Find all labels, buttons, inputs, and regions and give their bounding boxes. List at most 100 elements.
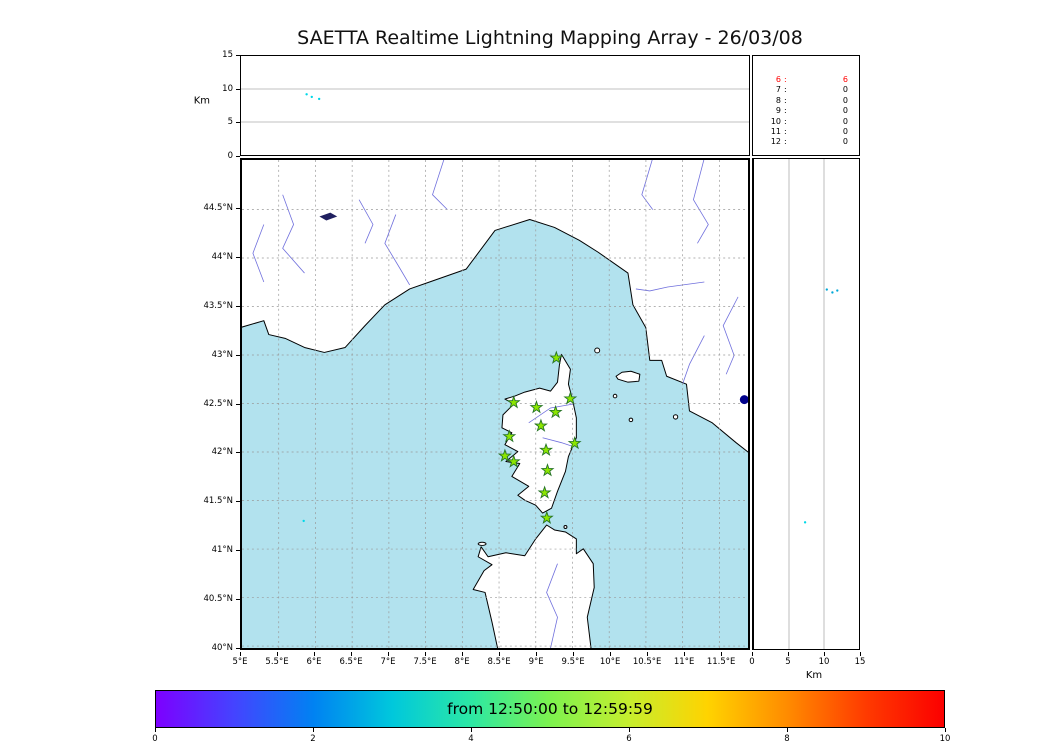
map-gridlines [242,160,748,648]
altitude-longitude-panel [240,55,750,156]
count-level: 6 [775,75,781,84]
tick-mark [824,652,825,656]
count-separator: : [784,137,787,147]
lightning-source [305,93,308,96]
tick-label: 10 [818,657,830,667]
tick-mark [277,652,278,656]
tick-mark [752,652,753,656]
river [693,160,709,244]
count-value: 0 [842,116,848,126]
station-marker [537,485,552,499]
island-maddalena [563,525,568,529]
tick-label: 7°E [380,657,396,667]
tick-mark [240,652,241,656]
station-marker [549,350,564,364]
tick-label: 5 [785,657,791,667]
tick-label: 9.5°E [561,657,585,667]
tick-label: 6°E [306,657,322,667]
tick-label: 43.5°N [203,300,233,311]
tick-mark [155,728,156,732]
colorbar-gradient [156,691,944,727]
figure-title: SAETTA Realtime Lightning Mapping Array … [297,27,803,49]
count-separator: : [784,85,787,95]
station-markers-group [497,350,582,524]
coastline-mainland-france-italy [242,160,748,453]
tick-label: 40.5°N [203,594,233,605]
count-separator: : [784,127,787,137]
count-value: 0 [842,137,848,147]
count-separator: : [784,95,787,105]
count-value: 0 [842,85,848,95]
island-capraia [594,347,601,354]
tick-label: 0 [227,151,233,161]
tick-label: 8.5°E [487,657,511,667]
station-marker [539,510,554,524]
count-separator: : [784,106,787,116]
station-marker [548,404,563,419]
tick-label: 15 [222,50,233,60]
count-level: 7 [775,85,781,95]
island-pianosa [612,393,618,399]
lightning-source [310,95,313,99]
river [682,335,705,385]
lightning-source [302,519,305,523]
tick-label: 42.5°N [203,398,233,409]
tick-label: 11°E [673,657,695,667]
tick-label: 42°N [211,447,233,458]
tick-label: 2 [310,734,316,744]
tick-label: 0 [749,657,755,667]
station-counts-rows: 6:6 7:0 8:0 9:0 10:0 11:0 12:0 [753,75,859,148]
tick-mark [610,652,612,656]
count-row: 6:6 [753,75,859,85]
tick-label: 4 [468,734,474,744]
river [252,224,265,283]
altitude-latitude-panel [752,158,860,650]
altitude-longitude-plot [241,88,749,123]
geographic-map [242,160,748,648]
tick-mark [788,652,789,656]
tick-mark [945,728,946,732]
lightning-source [825,288,828,291]
count-level: 8 [775,95,781,105]
tick-label: 7.5°E [413,657,437,667]
river [635,281,705,292]
tick-label: 41.5°N [203,496,233,507]
map-lightning-sources [302,395,748,523]
river [722,296,739,375]
station-marker [533,418,548,432]
tick-mark [388,652,390,656]
tick-label: 15 [854,657,866,667]
river [542,437,574,448]
count-level: 12 [770,137,781,147]
tick-label: 8°E [454,657,470,667]
tick-mark [462,652,464,656]
river [358,199,374,244]
tick-label: 5 [227,117,233,128]
tick-label: 10°E [599,657,621,667]
coastline-sardinia [472,524,595,648]
tick-label: 6 [626,734,632,744]
count-row: 9: 0 [753,106,859,116]
count-value: 0 [842,127,848,137]
tick-label: 41°N [211,545,233,556]
tick-mark [573,652,575,656]
tick-mark [536,652,538,656]
tick-label: 6.5°E [339,657,363,667]
count-level: 10 [770,116,781,126]
count-level: 9 [775,106,781,116]
river [384,214,411,286]
tick-mark [236,156,240,157]
tick-label: 5°E [232,657,248,667]
tick-mark [471,728,472,732]
station-marker [506,395,521,409]
station-counts-panel: 6:6 7:0 8:0 9:0 10:0 11:0 12:0 [752,55,860,156]
tick-label: 8 [784,734,790,744]
station-marker [529,400,544,414]
count-separator: : [784,116,787,126]
count-row: 12: 0 [753,137,859,147]
landmass-group [242,160,748,648]
station-marker [563,391,578,405]
station-marker [540,463,555,477]
tick-mark [313,728,314,732]
tick-label: Km [805,670,823,681]
